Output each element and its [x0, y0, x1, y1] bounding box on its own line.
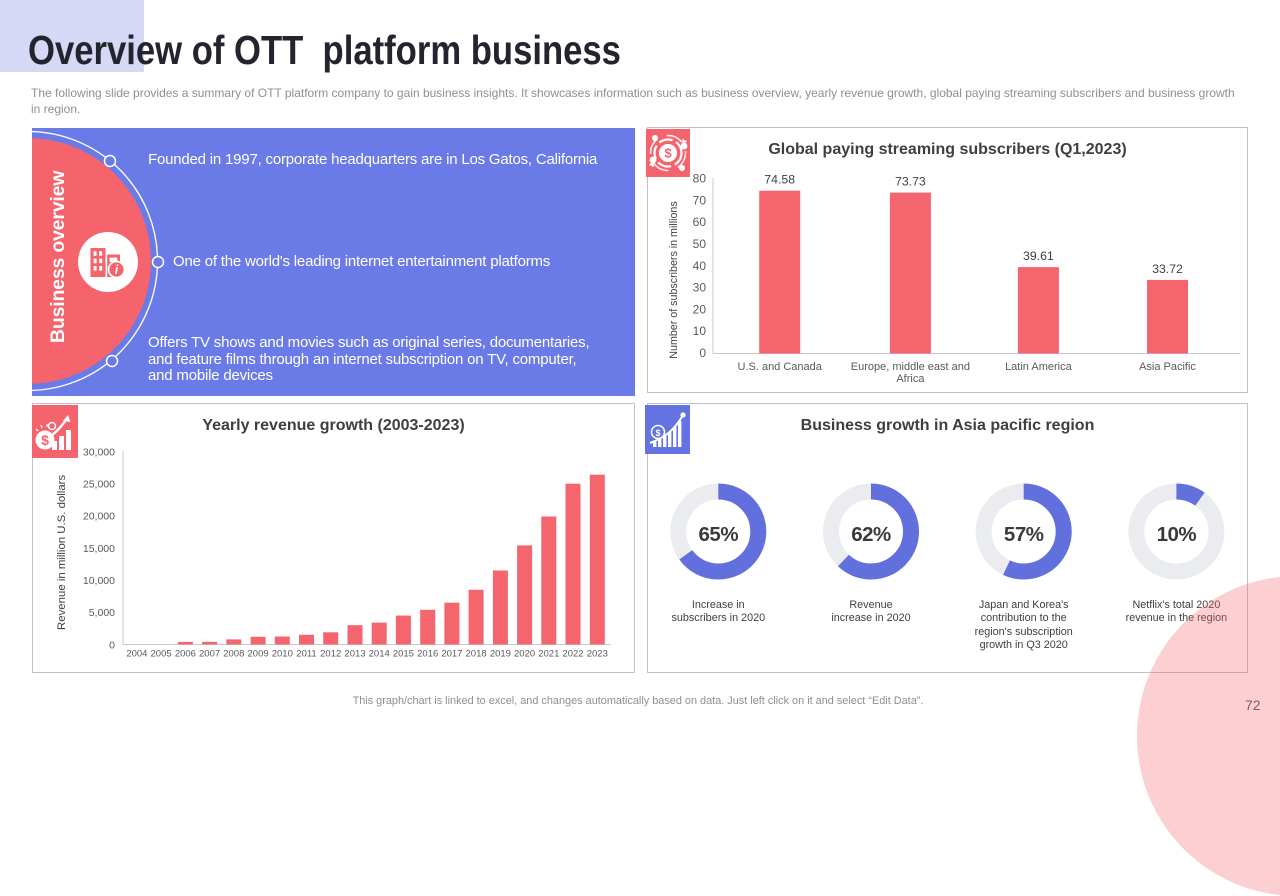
svg-text:2010: 2010: [272, 649, 293, 660]
svg-text:Africa: Africa: [896, 373, 925, 385]
svg-text:33.72: 33.72: [1152, 262, 1183, 276]
svg-text:2008: 2008: [223, 649, 244, 660]
svg-text:$: $: [664, 146, 672, 161]
svg-text:2009: 2009: [248, 649, 269, 660]
svg-text:2016: 2016: [417, 649, 438, 660]
svg-text:2004: 2004: [126, 649, 147, 660]
svg-text:40: 40: [693, 259, 707, 273]
svg-text:2005: 2005: [151, 649, 172, 660]
svg-text:10,000: 10,000: [83, 575, 115, 587]
svg-text:80: 80: [693, 172, 707, 186]
svg-text:Asia Pacific: Asia Pacific: [1139, 361, 1196, 373]
svg-text:25,000: 25,000: [83, 479, 115, 491]
svg-text:Europe, middle east and: Europe, middle east and: [851, 361, 970, 373]
svg-text:20: 20: [693, 302, 707, 316]
svg-text:5,000: 5,000: [89, 607, 115, 619]
svg-text:2013: 2013: [344, 649, 365, 660]
svg-text:2017: 2017: [441, 649, 462, 660]
svg-text:20,000: 20,000: [83, 511, 115, 523]
svg-text:U.S. and Canada: U.S. and Canada: [738, 361, 823, 373]
svg-text:15,000: 15,000: [83, 543, 115, 555]
svg-text:30: 30: [693, 281, 707, 295]
svg-text:65%: 65%: [699, 523, 739, 546]
svg-text:39.61: 39.61: [1023, 249, 1054, 263]
svg-text:10: 10: [693, 324, 707, 338]
svg-text:2022: 2022: [562, 649, 583, 660]
svg-text:Number of subscribers in milli: Number of subscribers in millions: [668, 201, 680, 358]
svg-text:74.58: 74.58: [764, 173, 795, 187]
svg-text:2021: 2021: [538, 649, 559, 660]
svg-text:70: 70: [693, 193, 707, 207]
svg-text:2019: 2019: [490, 649, 511, 660]
svg-text:Latin America: Latin America: [1005, 361, 1073, 373]
svg-text:73.73: 73.73: [895, 175, 926, 189]
svg-text:30,000: 30,000: [83, 446, 115, 458]
svg-text:0: 0: [699, 346, 706, 360]
svg-text:2018: 2018: [466, 649, 487, 660]
svg-text:57%: 57%: [1004, 523, 1044, 546]
svg-text:i: i: [115, 263, 119, 277]
svg-text:50: 50: [693, 237, 707, 251]
svg-text:$: $: [41, 432, 49, 448]
svg-text:2014: 2014: [369, 649, 390, 660]
svg-text:2012: 2012: [320, 649, 341, 660]
svg-text:2011: 2011: [296, 649, 316, 660]
svg-text:2015: 2015: [393, 649, 414, 660]
svg-text:$: $: [655, 428, 660, 438]
svg-text:Revenue in million U.S. dollar: Revenue in million U.S. dollars: [56, 475, 68, 630]
svg-text:0: 0: [109, 639, 115, 651]
svg-text:62%: 62%: [851, 523, 891, 546]
svg-text:2007: 2007: [199, 649, 220, 660]
svg-text:2006: 2006: [175, 649, 196, 660]
svg-text:2020: 2020: [514, 649, 535, 660]
svg-text:10%: 10%: [1157, 523, 1197, 546]
svg-text:60: 60: [693, 215, 707, 229]
svg-text:2023: 2023: [587, 649, 608, 660]
